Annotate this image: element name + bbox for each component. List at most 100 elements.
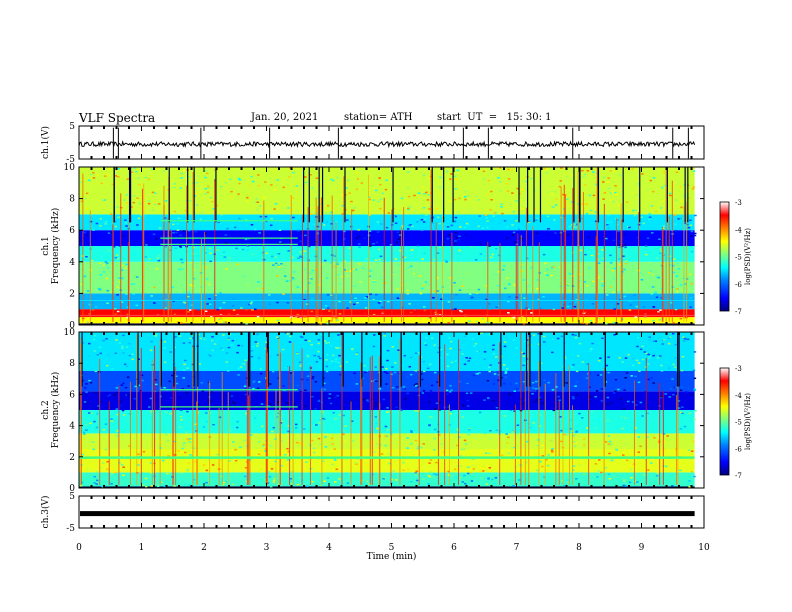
- ch1-spectrogram-speckle: [328, 310, 331, 312]
- ch1-spectrogram-speckle: [91, 302, 94, 304]
- ch1-spectrogram-speckle: [545, 172, 549, 174]
- ch1-spectrogram-speckle: [116, 276, 120, 279]
- ch1-spectrogram-speckle: [688, 205, 691, 207]
- ch1-spectrogram-speckle: [668, 192, 672, 195]
- ch1-spectrogram-speckle: [148, 258, 152, 260]
- ch2-spectrogram-speckle: [390, 373, 393, 376]
- ch1-spectrogram-speckle: [693, 232, 697, 235]
- ch2-spectrogram-speckle: [660, 395, 663, 398]
- ch2-spectrogram-speckle: [607, 371, 610, 374]
- ch1-spectrogram-speckle: [679, 317, 683, 320]
- ch1-spectrogram-speckle: [606, 212, 610, 215]
- ch1-spectrogram-speckle: [670, 301, 673, 304]
- ch1-spectrogram-speckle: [612, 200, 615, 203]
- ch2-spectrogram-speckle: [683, 425, 687, 428]
- ch2-spectrogram-speckle: [578, 464, 582, 466]
- ch1-spectrogram-speckle: [372, 299, 375, 301]
- ch1-spectrogram-ytick-label: 2: [69, 289, 75, 299]
- ch1-spectrogram-speckle: [379, 300, 382, 302]
- ch2-spectrogram-speckle: [535, 399, 539, 401]
- ch1-spectrogram-speckle: [514, 167, 518, 170]
- ch2-spectrogram-speckle: [459, 465, 463, 467]
- ch1-spectrogram-speckle: [140, 301, 143, 304]
- ch1-spectrogram-speckle: [169, 229, 172, 231]
- ch2-spectrogram-speckle: [136, 401, 139, 404]
- ch2-spectrogram-speckle: [581, 361, 585, 363]
- ch1-spectrogram-speckle: [574, 301, 577, 303]
- ch2-spectrogram-speckle: [608, 440, 612, 443]
- ch2-spectrogram-speckle: [304, 339, 307, 341]
- ch2-spectrogram-speckle: [430, 384, 434, 387]
- ch1-spectrogram-speckle: [438, 246, 442, 249]
- ch2-spectrogram-speckle: [636, 345, 639, 348]
- ch1-spectrogram-speckle: [240, 234, 243, 237]
- ch2-spectrogram-speckle: [597, 421, 600, 424]
- x-axis-label: Time (min): [367, 551, 417, 562]
- ch1-spectrogram-speckle: [152, 233, 156, 236]
- ch1-spectrogram-speckle: [626, 257, 630, 259]
- ch2-spectrogram-speckle: [410, 442, 413, 445]
- ch2-spectrogram-speckle: [351, 346, 355, 349]
- ch1-spectrogram-speckle: [578, 273, 581, 275]
- ch1-spectrogram-speckle: [280, 263, 283, 265]
- ch1-spectrogram-speckle: [172, 232, 175, 234]
- ch1-spectrogram-speckle: [570, 174, 573, 177]
- ch2-spectrogram-speckle: [657, 441, 661, 443]
- ch2-spectrogram-speckle: [588, 350, 592, 352]
- ch1-spectrogram-speckle: [251, 253, 254, 256]
- ch1-spectrogram-speckle: [116, 285, 119, 287]
- ch1-spectrogram-speckle: [512, 316, 516, 319]
- ch2-spectrogram-speckle: [476, 372, 480, 375]
- ch1-spectrogram-speckle: [485, 217, 488, 219]
- ch1-spectrogram-speckle: [292, 171, 295, 174]
- ch2-spectrogram-speckle: [285, 402, 289, 404]
- ch1-spectrogram-speckle: [455, 293, 458, 296]
- ch2-spectrogram-speckle: [638, 370, 641, 372]
- ch1-spectrogram-speckle: [613, 170, 617, 172]
- ch2-spectrogram-speckle: [180, 418, 183, 421]
- ch1-spectrogram-speckle: [477, 288, 481, 291]
- ch1-spectrogram-speckle: [604, 265, 607, 267]
- ch2-spectrogram-speckle: [239, 446, 242, 448]
- ch1-spectrogram-speckle: [385, 179, 388, 182]
- ch1-spectrogram-speckle: [80, 200, 84, 203]
- ch2-spectrogram-speckle: [416, 446, 420, 448]
- ch2-spectrogram-speckle: [488, 452, 491, 455]
- ch1-spectrogram-speckle: [109, 213, 113, 216]
- ch1-spectrogram-speckle: [208, 303, 212, 306]
- ch2-spectrogram-speckle: [537, 343, 541, 345]
- ch1-spectrogram-speckle: [594, 321, 598, 324]
- ch1-spectrogram-speckle: [586, 169, 590, 172]
- ch1-spectrogram-speckle: [663, 184, 666, 187]
- ch2-spectrogram-speckle: [467, 433, 470, 436]
- ch2-spectrogram-speckle: [672, 393, 675, 396]
- ch2-spectrogram-speckle: [632, 424, 635, 426]
- ch2-spectrogram-speckle: [596, 476, 599, 478]
- ch2-spectrogram-speckle: [330, 396, 333, 398]
- ch2-spectrogram-speckle: [503, 382, 506, 385]
- ch1-spectrogram-speckle: [655, 257, 659, 259]
- ch1-spectrogram-speckle: [594, 211, 598, 213]
- ch2-spectrogram-speckle: [174, 336, 177, 338]
- ch2-spectrogram-speckle: [304, 405, 307, 408]
- ch2-spectrogram-speckle: [664, 393, 667, 395]
- ch1-spectrogram-ytick-label: 8: [69, 195, 75, 205]
- ch2-spectrogram-speckle: [102, 429, 106, 431]
- ch2-spectrogram-speckle: [522, 352, 526, 355]
- ch2-spectrogram-speckle: [210, 339, 214, 342]
- ch1-spectrogram-speckle: [368, 293, 372, 296]
- ch2-spectrogram-speckle: [671, 332, 675, 335]
- ch2-spectrogram-speckle: [336, 394, 339, 397]
- ch2-spectrogram-speckle: [436, 381, 439, 383]
- ch2-spectrogram-speckle: [653, 436, 656, 439]
- ch2-spectrogram-speckle: [167, 455, 170, 457]
- ch1-spectrogram-speckle: [107, 232, 111, 234]
- ch2-spectrogram-speckle: [652, 354, 655, 357]
- ch1-spectrogram-speckle: [87, 243, 91, 245]
- ch1-spectrogram-speckle: [428, 177, 431, 180]
- ch2-spectrogram-speckle: [574, 334, 577, 336]
- ch2-spectrogram-speckle: [110, 418, 113, 420]
- ch1-spectrogram-speckle: [222, 251, 226, 253]
- ch1-spectrogram-speckle: [521, 208, 524, 210]
- ch1-spectrogram-speckle: [530, 312, 533, 314]
